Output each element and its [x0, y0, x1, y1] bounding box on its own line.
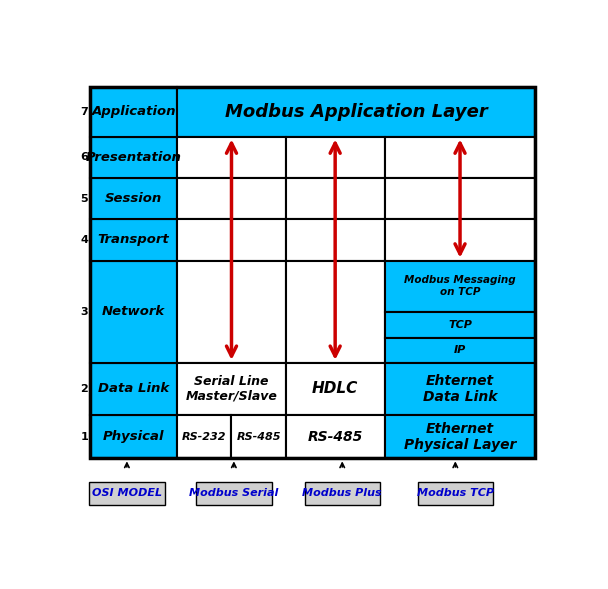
Text: Transport: Transport [98, 233, 170, 246]
Bar [385, 312, 536, 337]
Text: Physical: Physical [103, 430, 165, 443]
Bar [286, 178, 385, 219]
Bar [385, 337, 536, 363]
Bar [90, 415, 178, 458]
Text: Modbus TCP: Modbus TCP [417, 488, 494, 498]
Text: Application: Application [91, 105, 176, 118]
Bar [385, 178, 536, 219]
Text: 2: 2 [81, 384, 88, 394]
Bar [178, 363, 286, 415]
Bar [90, 137, 178, 178]
Bar [305, 482, 380, 505]
Bar [90, 260, 178, 363]
Bar [178, 178, 286, 219]
Bar [90, 178, 178, 219]
Text: Session: Session [105, 192, 162, 205]
Text: Modbus Plus: Modbus Plus [302, 488, 382, 498]
Text: Modbus Serial: Modbus Serial [189, 488, 278, 498]
Bar [178, 137, 286, 178]
Bar [90, 363, 178, 415]
Text: RS-232: RS-232 [182, 432, 227, 442]
Bar [90, 87, 536, 458]
Bar [418, 482, 493, 505]
Bar [178, 87, 536, 137]
Bar [196, 482, 272, 505]
Text: 1: 1 [81, 432, 88, 442]
Bar [178, 260, 286, 363]
Bar [385, 137, 536, 178]
Text: RS-485: RS-485 [308, 430, 363, 444]
Bar [90, 219, 178, 260]
Bar [286, 260, 385, 363]
Bar [232, 415, 286, 458]
Text: HDLC: HDLC [312, 381, 358, 396]
Bar [90, 87, 178, 137]
Bar [178, 415, 232, 458]
Text: TCP: TCP [448, 320, 472, 330]
Bar [385, 260, 536, 312]
Bar [385, 415, 536, 458]
Text: Ethernet
Physical Layer: Ethernet Physical Layer [404, 422, 516, 452]
Bar [178, 219, 286, 260]
Bar [286, 219, 385, 260]
Bar [286, 363, 385, 415]
Text: Modbus Application Layer: Modbus Application Layer [225, 102, 488, 121]
Bar [286, 137, 385, 178]
Bar [89, 482, 165, 505]
Text: Network: Network [102, 305, 165, 318]
Text: OSI MODEL: OSI MODEL [92, 488, 162, 498]
Text: 3: 3 [81, 307, 88, 317]
Text: Ehternet
Data Link: Ehternet Data Link [423, 374, 497, 404]
Text: Presentation: Presentation [86, 151, 182, 164]
Text: 4: 4 [80, 235, 88, 245]
Text: RS-485: RS-485 [237, 432, 281, 442]
Bar [385, 219, 536, 260]
Bar [385, 363, 536, 415]
Text: Data Link: Data Link [98, 382, 170, 395]
Text: 6: 6 [80, 152, 88, 162]
Text: 7: 7 [81, 107, 88, 117]
Text: Serial Line
Master/Slave: Serial Line Master/Slave [185, 375, 277, 403]
Text: IP: IP [454, 345, 466, 355]
Text: 5: 5 [81, 194, 88, 204]
Bar [286, 415, 385, 458]
Text: Modbus Messaging
on TCP: Modbus Messaging on TCP [404, 275, 516, 297]
